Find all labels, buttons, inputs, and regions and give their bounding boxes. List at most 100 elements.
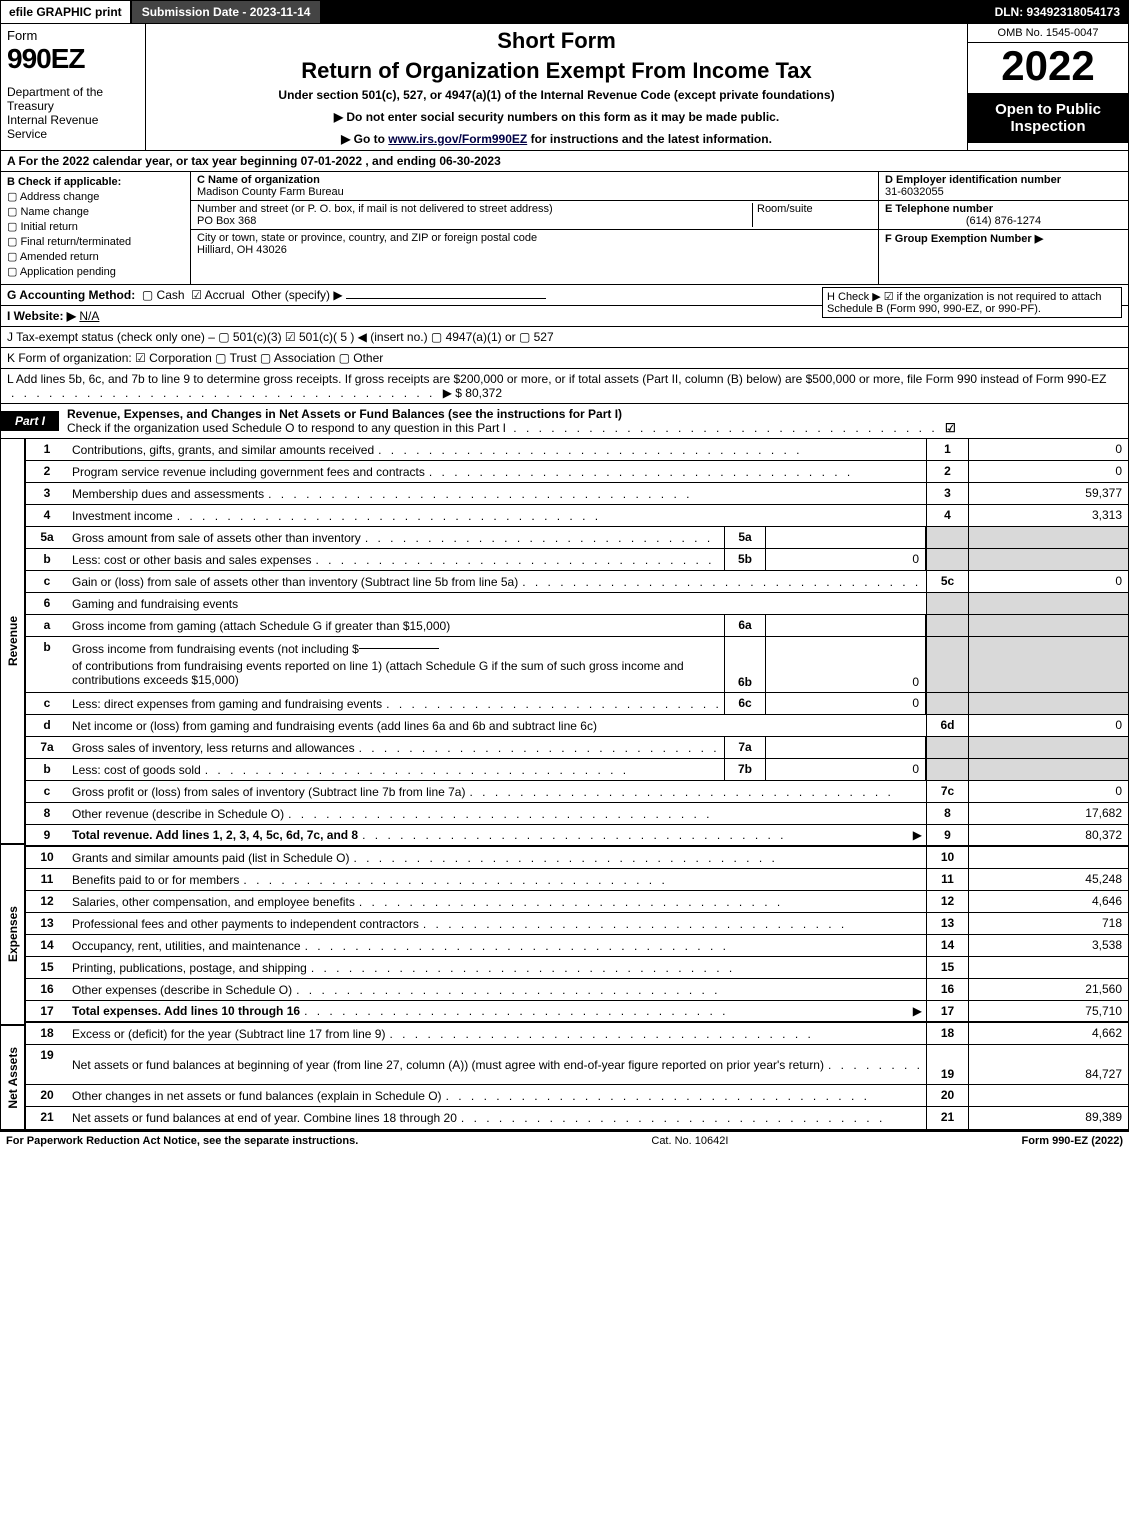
line-19-val: 84,727 (968, 1045, 1128, 1084)
line-6d-num: d (26, 715, 68, 736)
line-5a-text: Gross amount from sale of assets other t… (72, 531, 361, 545)
line-1-text: Contributions, gifts, grants, and simila… (72, 443, 374, 457)
line-15-rn: 15 (926, 957, 968, 978)
line-12-text: Salaries, other compensation, and employ… (72, 895, 355, 909)
line-13: 13 Professional fees and other payments … (26, 913, 1128, 935)
dots: . . . . . . . . . . . . . . . . . . . . … (419, 917, 922, 931)
goto-line: ▶ Go to www.irs.gov/Form990EZ for instru… (154, 132, 959, 146)
line-7a-sn: 7a (724, 737, 766, 758)
footer-form: Form 990-EZ (2022) (1022, 1135, 1123, 1147)
line-5c-rn: 5c (926, 571, 968, 592)
top-bar: efile GRAPHIC print Submission Date - 20… (0, 0, 1129, 24)
g-label: G Accounting Method: (7, 288, 135, 302)
line-6b-text-mid: of contributions from fundraising events… (72, 659, 720, 687)
lines-container: 1 Contributions, gifts, grants, and simi… (26, 439, 1128, 1129)
line-6c-num: c (26, 693, 68, 714)
expenses-vlabel: Expenses (6, 906, 20, 962)
dots: . . . . . . . . . . . . . . . . . . . . … (173, 509, 922, 523)
line-7b: b Less: cost of goods sold. . . . . . . … (26, 759, 1128, 781)
line-6a-sv (766, 615, 926, 636)
line-4-text: Investment income (72, 509, 173, 523)
line-7b-num: b (26, 759, 68, 780)
form-year-box: OMB No. 1545-0047 2022 Open to Public In… (968, 24, 1128, 150)
line-11-text: Benefits paid to or for members (72, 873, 239, 887)
footer-catno: Cat. No. 10642I (358, 1135, 1021, 1147)
line-6-rv (968, 593, 1128, 614)
chk-address-change[interactable]: Address change (7, 190, 184, 203)
open-to-public: Open to Public Inspection (968, 93, 1128, 143)
l-text: L Add lines 5b, 6c, and 7b to line 9 to … (7, 372, 1106, 386)
section-def: D Employer identification number 31-6032… (878, 172, 1128, 284)
line-11: 11 Benefits paid to or for members. . . … (26, 869, 1128, 891)
part-1-title-text: Revenue, Expenses, and Changes in Net As… (67, 407, 622, 421)
line-7c-num: c (26, 781, 68, 802)
dots: . . . . . . . . . . . . . . . . . . . . … (509, 421, 941, 435)
room-label: Room/suite (757, 203, 813, 215)
irs-link[interactable]: www.irs.gov/Form990EZ (388, 132, 527, 146)
line-3-rn: 3 (926, 483, 968, 504)
line-6b-text-pre: Gross income from fundraising events (no… (72, 642, 359, 656)
dots: . . . . . . . . . . . . . . . . . . . . … (201, 763, 720, 777)
city-row: City or town, state or province, country… (191, 230, 878, 258)
line-6a-sn: 6a (724, 615, 766, 636)
line-17-num: 17 (26, 1001, 68, 1021)
line-18-val: 4,662 (968, 1023, 1128, 1044)
dots: . . . . . . . . . . . . . . . . . . . . … (355, 895, 922, 909)
form-title: Return of Organization Exempt From Incom… (154, 58, 959, 84)
street-value: PO Box 368 (197, 215, 256, 227)
website-value: N/A (79, 309, 99, 323)
dots: . . . . . . . . . . . . . . . . . . . . … (457, 1111, 922, 1125)
line-2: 2 Program service revenue including gove… (26, 461, 1128, 483)
dots: . . . . . . . . . . . . . . . . . . . . … (824, 1058, 922, 1072)
line-7c-val: 0 (968, 781, 1128, 802)
line-7c-text: Gross profit or (loss) from sales of inv… (72, 785, 465, 799)
c-label: C Name of organization (197, 174, 872, 186)
efile-print-label[interactable]: efile GRAPHIC print (1, 1, 132, 23)
g-other[interactable]: Other (specify) ▶ (251, 288, 342, 302)
line-15-text: Printing, publications, postage, and shi… (72, 961, 307, 975)
line-7a-rv (968, 737, 1128, 758)
line-14-num: 14 (26, 935, 68, 956)
line-5a: 5a Gross amount from sale of assets othe… (26, 527, 1128, 549)
dots: . . . . . . . . . . . . . . . . . . . . … (7, 386, 439, 400)
line-6c-sv: 0 (766, 693, 926, 714)
chk-final-return[interactable]: Final return/terminated (7, 235, 184, 248)
line-4: 4 Investment income. . . . . . . . . . .… (26, 505, 1128, 527)
g-accrual[interactable]: Accrual (191, 288, 244, 302)
city-value: Hilliard, OH 43026 (197, 244, 872, 256)
line-4-val: 3,313 (968, 505, 1128, 526)
chk-initial-return[interactable]: Initial return (7, 220, 184, 233)
submission-date: Submission Date - 2023-11-14 (132, 1, 323, 23)
dots: . . . . . . . . . . . . . . . . . . . . … (382, 697, 720, 711)
form-word: Form (7, 28, 139, 43)
line-1-num: 1 (26, 439, 68, 460)
goto-post: for instructions and the latest informat… (527, 132, 772, 146)
line-18-num: 18 (26, 1023, 68, 1044)
line-6a-num: a (26, 615, 68, 636)
line-9-text: Total revenue. Add lines 1, 2, 3, 4, 5c,… (72, 828, 358, 842)
dots: . . . . . . . . . . . . . . . . . . . . … (374, 443, 922, 457)
dots: . . . . . . . . . . . . . . . . . . . . … (425, 465, 922, 479)
g-cash[interactable]: Cash (142, 288, 185, 302)
line-6c-text: Less: direct expenses from gaming and fu… (72, 697, 382, 711)
line-5b-rv (968, 549, 1128, 570)
form-header: Form 990EZ Department of the Treasury In… (0, 24, 1129, 151)
chk-amended-return[interactable]: Amended return (7, 250, 184, 263)
line-6-text: Gaming and fundraising events (72, 597, 238, 611)
line-6b-blank (359, 648, 439, 649)
chk-name-change[interactable]: Name change (7, 205, 184, 218)
line-21: 21 Net assets or fund balances at end of… (26, 1107, 1128, 1129)
line-14-text: Occupancy, rent, utilities, and maintena… (72, 939, 301, 953)
line-15-val (968, 957, 1128, 978)
line-7c: c Gross profit or (loss) from sales of i… (26, 781, 1128, 803)
chk-application-pending[interactable]: Application pending (7, 265, 184, 278)
line-9-num: 9 (26, 825, 68, 845)
row-a-tax-year: A For the 2022 calendar year, or tax yea… (0, 151, 1129, 172)
line-6b-sv: 0 (766, 637, 926, 692)
line-12-rn: 12 (926, 891, 968, 912)
line-6: 6 Gaming and fundraising events (26, 593, 1128, 615)
line-3-text: Membership dues and assessments (72, 487, 264, 501)
line-18-rn: 18 (926, 1023, 968, 1044)
vertical-labels: Revenue Expenses Net Assets (1, 439, 26, 1129)
dots: . . . . . . . . . . . . . . . . . . . . … (284, 807, 922, 821)
